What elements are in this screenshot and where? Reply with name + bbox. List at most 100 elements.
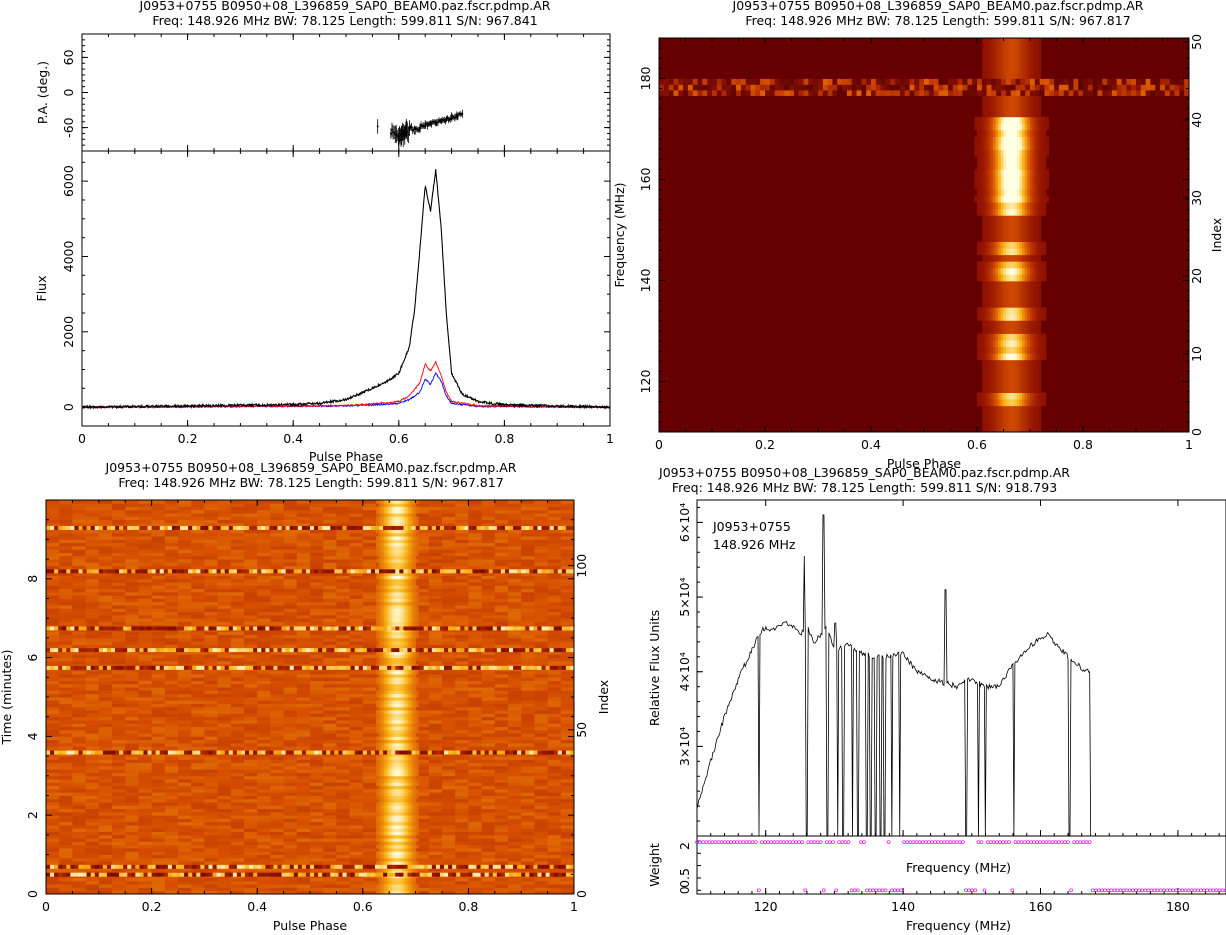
noise-cell [508,733,522,737]
noise-cell [85,693,100,698]
noise-cell [560,884,575,888]
noise-cell [362,818,377,823]
heatmap-cell [1037,202,1041,210]
heatmap-cell [1006,116,1010,124]
pa-point [403,130,405,133]
rfi-cell [1092,90,1098,96]
noise-cell [323,726,337,731]
rfi-cell [1174,78,1180,85]
noise-cell [230,848,245,852]
pa-point [447,119,450,121]
x-tick-label: 0.4 [283,431,303,446]
noise-cell [296,700,311,704]
noise-cell [560,792,575,796]
heatmap-cell [1011,44,1015,52]
noise-cell [428,752,443,757]
heatmap-cell [1019,333,1023,341]
noise-cell [244,779,258,783]
noise-cell [217,815,232,819]
pa-point [434,122,437,124]
heatmap-cell [1003,366,1007,374]
pa-point [448,118,451,120]
rfi-cell [856,90,862,96]
noise-cell [257,854,271,859]
noise-cell [204,867,218,872]
heatmap-cell [1032,320,1036,328]
noise-cell [112,690,126,695]
heatmap-cell [1016,51,1020,59]
noise-cell [481,825,496,829]
noise-cell [362,821,377,826]
noise-cell [296,713,311,718]
noise-cell [72,834,86,839]
heatmap-cell [1008,425,1012,433]
heatmap-cell [1014,156,1018,164]
noise-cell [98,880,113,885]
noise-cell [204,815,218,819]
heatmap-cell [1022,156,1026,164]
pa-point [449,117,452,120]
noise-cell [59,828,73,833]
heatmap-cell [1022,129,1026,137]
noise-cell [72,838,86,842]
noise-cell [204,854,218,859]
heatmap-cell [1008,300,1012,308]
noise-cell [349,683,364,688]
noise-cell [270,719,284,724]
noise-cell [204,857,218,862]
noise-cell [178,844,192,849]
noise-cell [178,710,192,714]
heatmap-cell [1043,313,1047,321]
noise-cell [323,867,337,872]
heatmap-cell [979,241,983,249]
y-tick-label: 6000 [61,165,76,197]
noise-cell [468,742,482,747]
heatmap-cell [1006,195,1010,203]
noise-cell [455,834,469,839]
noise-cell [270,693,284,698]
noise-cell [112,677,126,681]
noise-cell [455,785,469,790]
noise-cell [164,798,179,803]
heatmap-cell [979,261,983,269]
noise-cell [336,788,350,793]
noise-cell [191,700,205,704]
noise-cell [151,736,166,741]
rfi-cell [789,90,795,96]
noise-cell [217,719,232,724]
noise-cell [296,693,311,698]
noise-cell [534,867,548,872]
noise-cell [138,880,152,885]
noise-cell [494,775,509,780]
heatmap-cell [1003,280,1007,288]
noise-cell [455,690,469,695]
noise-cell [112,739,126,744]
heatmap-cell [1000,136,1004,144]
noise-cell [323,746,337,750]
noise-cell [98,775,113,780]
noise-cell [362,815,377,819]
noise-cell [481,802,496,806]
heatmap-cell [1035,129,1039,137]
noise-cell [72,788,86,793]
pa-point [423,125,426,128]
heatmap-cell [1008,287,1012,295]
noise-cell [257,765,271,770]
rfi-cell [692,78,698,85]
noise-cell [336,851,350,855]
noise-cell [428,834,443,839]
noise-cell [59,838,73,842]
heatmap-cell [1003,221,1007,229]
heatmap-cell [1040,208,1044,216]
noise-cell [336,844,350,849]
noise-cell [534,713,548,718]
noise-cell [270,818,284,823]
noise-cell [85,733,100,737]
noise-cell [85,746,100,750]
heatmap-cell [1014,294,1018,302]
heatmap-cell [977,241,981,249]
rfi-cell [871,84,877,91]
noise-cell [257,713,271,718]
heatmap-cell [979,189,983,196]
rfi-cell [1145,84,1151,91]
